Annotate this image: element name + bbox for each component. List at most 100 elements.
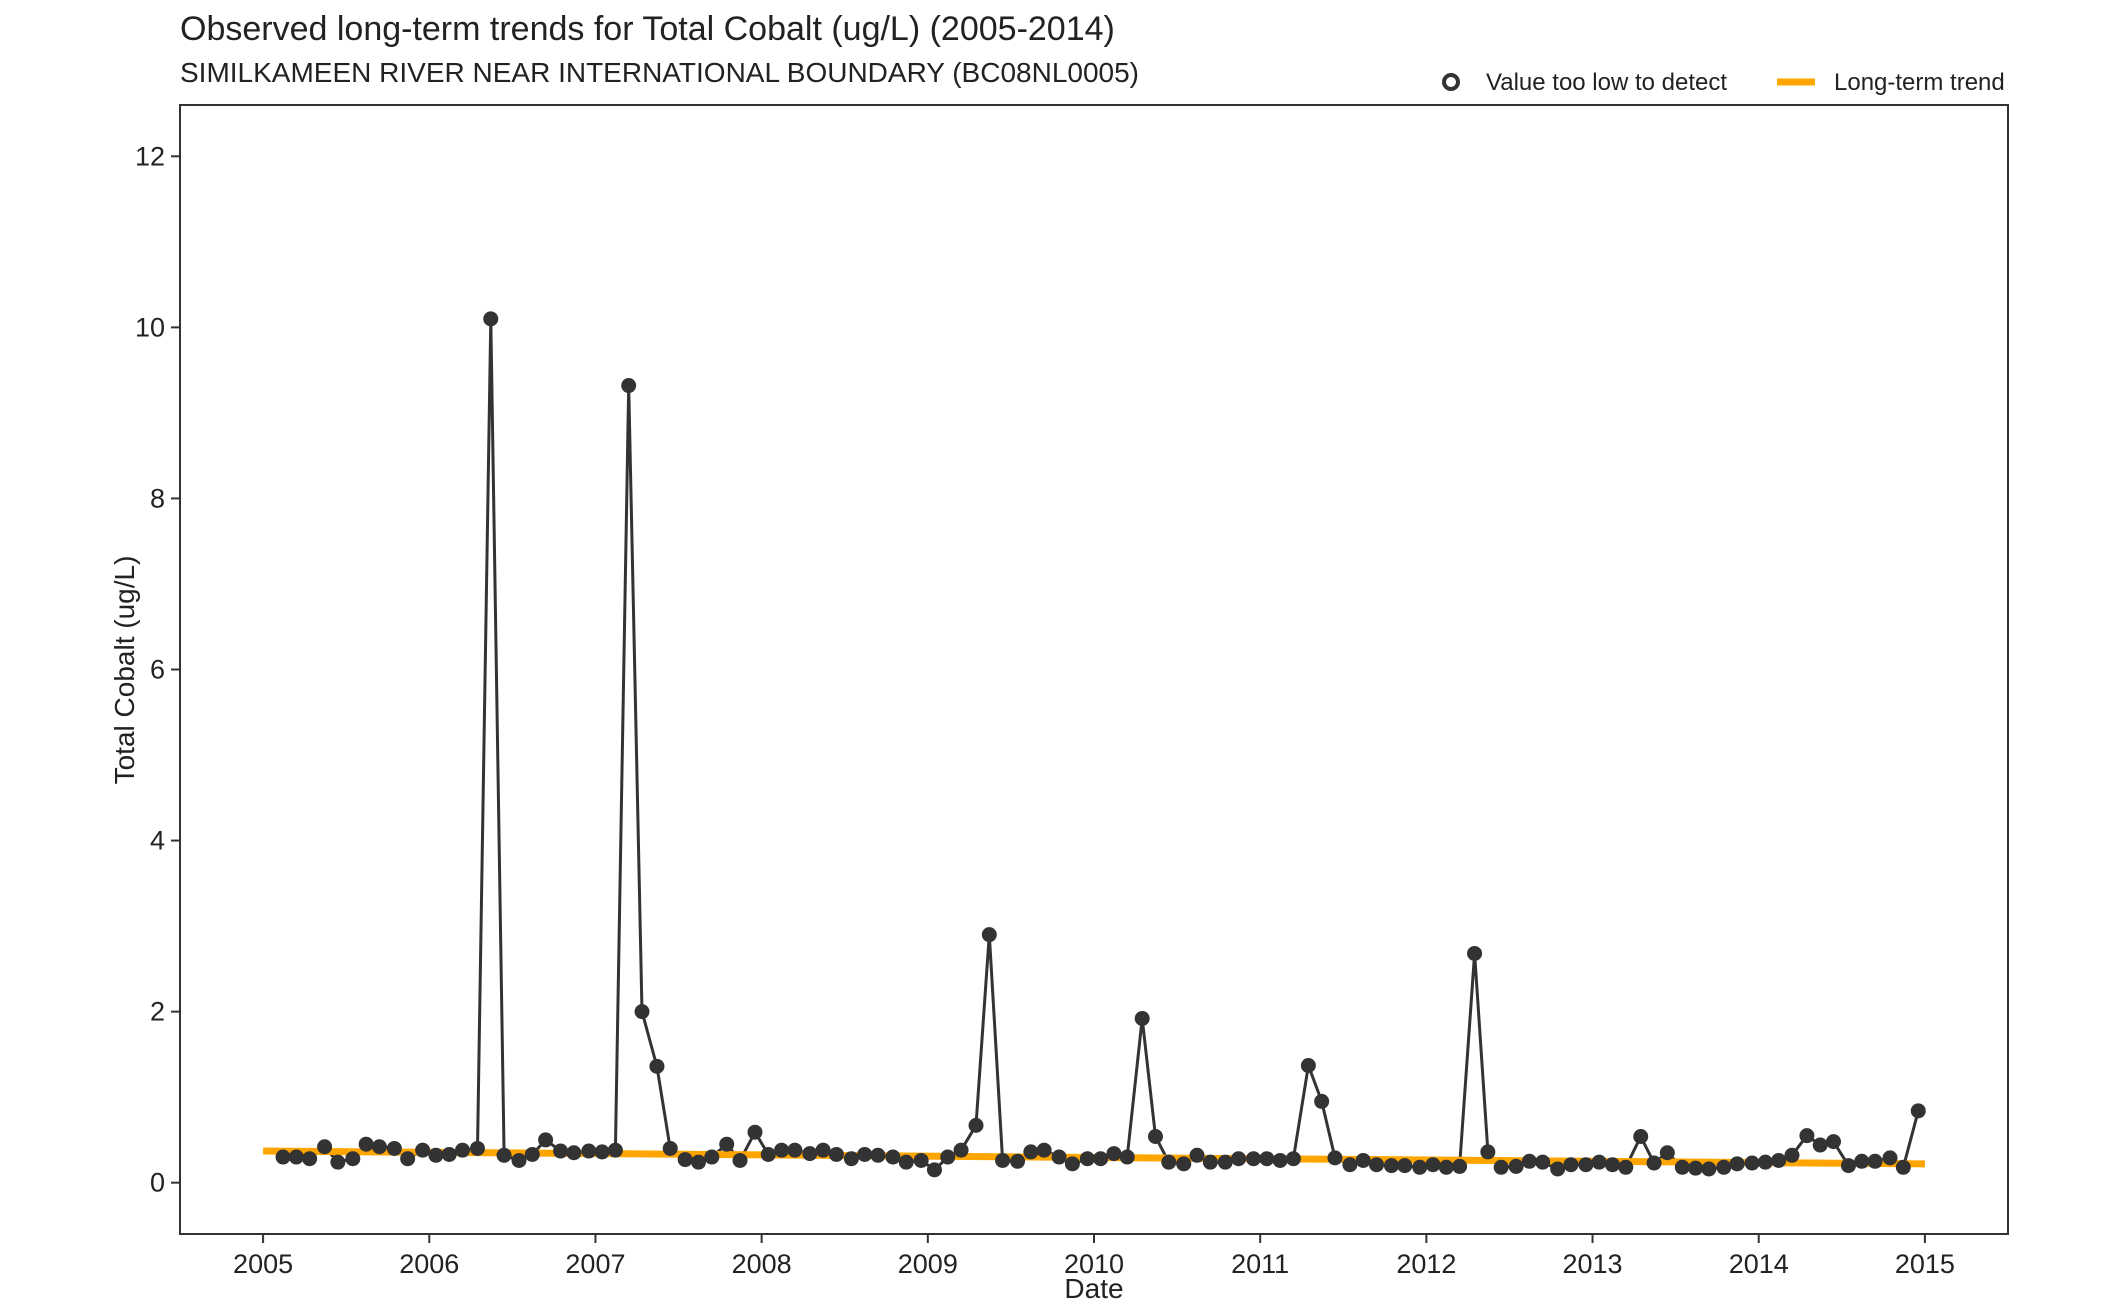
data-point	[415, 1142, 431, 1158]
x-tick-label: 2015	[1895, 1249, 1955, 1279]
x-tick-label: 2014	[1729, 1249, 1789, 1279]
plot-panel	[179, 104, 2009, 1235]
y-tick-label: 8	[150, 483, 165, 513]
data-point	[1563, 1157, 1579, 1173]
data-point	[981, 927, 997, 943]
data-point	[870, 1147, 886, 1163]
data-point	[1493, 1159, 1509, 1175]
data-point	[371, 1139, 387, 1155]
data-point	[1784, 1147, 1800, 1163]
y-tick-label: 10	[135, 312, 165, 342]
data-point	[345, 1151, 361, 1167]
data-point	[483, 311, 499, 327]
data-point	[358, 1136, 374, 1152]
data-point	[634, 1004, 650, 1020]
data-point	[1799, 1128, 1815, 1144]
data-point	[913, 1152, 929, 1168]
data-point	[662, 1140, 678, 1156]
data-point	[1452, 1158, 1468, 1174]
data-point	[538, 1132, 554, 1148]
data-point	[1051, 1149, 1067, 1165]
data-point	[1910, 1103, 1926, 1119]
data-point	[581, 1143, 597, 1159]
data-point	[926, 1162, 942, 1178]
data-point	[1355, 1152, 1371, 1168]
data-point	[1202, 1154, 1218, 1170]
data-point	[719, 1136, 735, 1152]
data-point	[1176, 1156, 1192, 1172]
data-point	[968, 1117, 984, 1133]
data-point	[1300, 1058, 1316, 1074]
data-point	[1659, 1145, 1675, 1161]
data-point	[455, 1142, 471, 1158]
x-tick-label: 2011	[1231, 1249, 1289, 1279]
data-point	[1093, 1151, 1109, 1167]
data-point	[677, 1152, 693, 1168]
data-point	[747, 1124, 763, 1140]
data-point	[386, 1140, 402, 1156]
x-axis: 2005 2006 2007 2008 2009 2010 2011 2012 2013 2014…	[233, 1234, 1955, 1279]
data-point	[953, 1142, 969, 1158]
data-point	[302, 1151, 318, 1167]
data-point	[1646, 1155, 1662, 1171]
data-point	[1438, 1159, 1454, 1175]
y-axis: 0 2 4 6 8 10 12	[135, 141, 180, 1198]
data-point	[857, 1146, 873, 1162]
data-point	[1535, 1154, 1551, 1170]
data-point	[1882, 1150, 1898, 1166]
data-point	[1633, 1128, 1649, 1144]
data-point	[1895, 1159, 1911, 1175]
data-point	[330, 1154, 346, 1170]
x-tick-label: 2008	[732, 1249, 792, 1279]
data-point	[815, 1142, 831, 1158]
y-tick-label: 12	[135, 141, 165, 171]
data-point	[1134, 1010, 1150, 1026]
data-point	[511, 1152, 527, 1168]
data-point	[1217, 1154, 1233, 1170]
y-axis-title: Total Cobalt (ug/L)	[109, 556, 140, 785]
data-point	[1285, 1151, 1301, 1167]
data-point	[1189, 1147, 1205, 1163]
data-point	[621, 378, 637, 394]
data-point	[524, 1146, 540, 1162]
data-point	[940, 1149, 956, 1165]
x-tick-label: 2005	[233, 1249, 293, 1279]
data-point	[649, 1058, 665, 1074]
data-point	[1467, 945, 1483, 961]
data-point	[1826, 1134, 1842, 1150]
data-point	[1369, 1157, 1385, 1173]
data-point	[828, 1146, 844, 1162]
data-point	[1550, 1161, 1566, 1177]
data-point	[1412, 1159, 1428, 1175]
data-point	[1716, 1159, 1732, 1175]
y-tick-label: 6	[150, 655, 165, 685]
data-point	[898, 1154, 914, 1170]
data-point	[1688, 1160, 1704, 1176]
chart-title: Observed long-term trends for Total Coba…	[180, 10, 1115, 48]
data-point	[995, 1152, 1011, 1168]
data-point	[1854, 1153, 1870, 1169]
legend-nondetect-symbol	[1442, 73, 1460, 91]
data-point	[469, 1140, 485, 1156]
data-point	[441, 1146, 457, 1162]
x-tick-label: 2009	[898, 1249, 958, 1279]
data-point	[1161, 1154, 1177, 1170]
data-point	[787, 1142, 803, 1158]
x-tick-label: 2012	[1396, 1249, 1456, 1279]
data-point	[428, 1147, 444, 1163]
data-point	[1036, 1142, 1052, 1158]
legend-nondetect-label: Value too low to detect	[1486, 69, 1727, 96]
data-point	[1578, 1157, 1594, 1173]
data-point	[1812, 1137, 1828, 1153]
y-tick-label: 0	[150, 1168, 165, 1198]
data-point	[1259, 1151, 1275, 1167]
data-point	[1314, 1093, 1330, 1109]
data-point	[594, 1144, 610, 1160]
x-tick-label: 2007	[565, 1249, 625, 1279]
data-point	[1106, 1146, 1122, 1162]
y-tick-label: 4	[150, 826, 165, 856]
data-point	[760, 1146, 776, 1162]
data-point	[1397, 1158, 1413, 1174]
data-point	[1425, 1157, 1441, 1173]
data-point	[1867, 1153, 1883, 1169]
